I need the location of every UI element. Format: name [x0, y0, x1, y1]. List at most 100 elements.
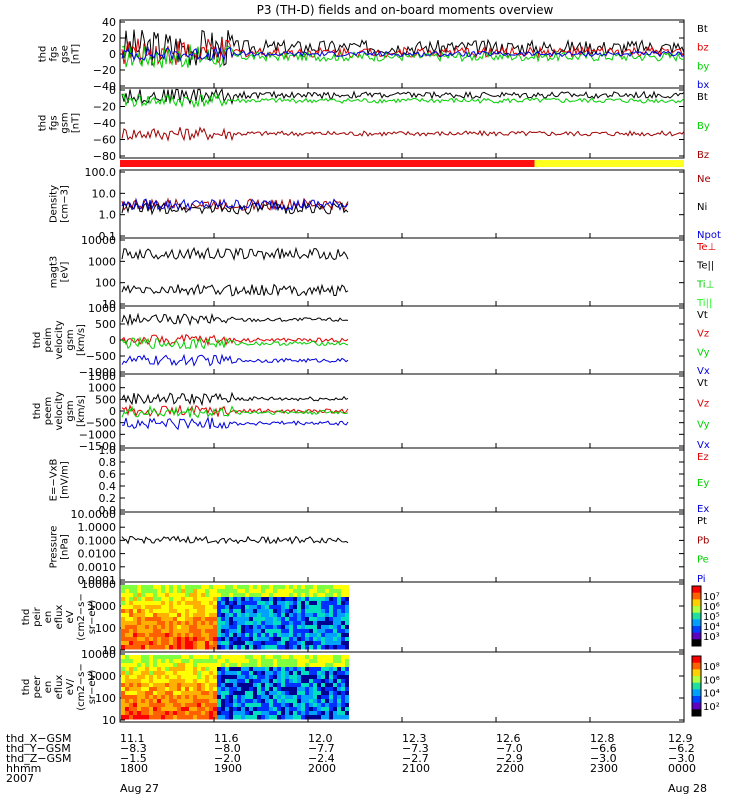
- heatmap-cell: [157, 715, 161, 720]
- heatmap-cell: [153, 585, 157, 590]
- heatmap-cell: [337, 593, 341, 598]
- heatmap-cell: [257, 699, 261, 704]
- heatmap-cell: [149, 711, 153, 716]
- heatmap-cell: [169, 601, 173, 606]
- heatmap-cell: [245, 675, 249, 680]
- heatmap-cell: [225, 609, 229, 614]
- heatmap-cell: [289, 707, 293, 712]
- heatmap-cell: [149, 629, 153, 634]
- heatmap-cell: [193, 699, 197, 704]
- heatmap-cell: [309, 683, 313, 688]
- heatmap-cell: [217, 687, 221, 692]
- y-axis-label-line: [eV]: [60, 262, 71, 283]
- heatmap-cell: [337, 637, 341, 642]
- heatmap-cell: [241, 589, 245, 594]
- heatmap-cell: [233, 707, 237, 712]
- heatmap-cell: [305, 597, 309, 602]
- heatmap-cell: [297, 715, 301, 720]
- heatmap-cell: [185, 659, 189, 664]
- heatmap-cell: [149, 621, 153, 626]
- heatmap-cell: [221, 663, 225, 668]
- heatmap-cell: [309, 659, 313, 664]
- heatmap-cell: [285, 633, 289, 638]
- y-axis-label-line: sr−eV): [87, 670, 98, 705]
- heatmap-cell: [189, 703, 193, 708]
- heatmap-cell: [125, 655, 129, 660]
- heatmap-cell: [141, 711, 145, 716]
- heatmap-cell: [345, 687, 349, 692]
- legend-by: by: [697, 61, 709, 72]
- colorbar-segment: [692, 626, 701, 634]
- heatmap-cell: [233, 703, 237, 708]
- heatmap-cell: [249, 683, 253, 688]
- x-tick-value: −7.7: [308, 742, 335, 755]
- heatmap-cell: [253, 633, 257, 638]
- heatmap-cell: [229, 655, 233, 660]
- heatmap-cell: [201, 629, 205, 634]
- heatmap-cell: [165, 617, 169, 622]
- heatmap-cell: [261, 589, 265, 594]
- heatmap-cell: [137, 707, 141, 712]
- heatmap-cell: [153, 699, 157, 704]
- heatmap-cell: [281, 637, 285, 642]
- heatmap-cell: [233, 671, 237, 676]
- heatmap-cell: [285, 593, 289, 598]
- heatmap-cell: [189, 601, 193, 606]
- y-tick-label: 0.1: [99, 230, 117, 243]
- heatmap-cell: [345, 617, 349, 622]
- heatmap-cell: [337, 691, 341, 696]
- heatmap-cell: [297, 589, 301, 594]
- heatmap-cell: [301, 687, 305, 692]
- heatmap-cell: [309, 609, 313, 614]
- heatmap-cell: [301, 671, 305, 676]
- heatmap-cell: [281, 707, 285, 712]
- heatmap-cell: [193, 691, 197, 696]
- heatmap-cell: [201, 679, 205, 684]
- heatmap-cell: [217, 667, 221, 672]
- heatmap-cell: [213, 675, 217, 680]
- heatmap-cell: [209, 703, 213, 708]
- heatmap-cell: [313, 597, 317, 602]
- heatmap-cell: [225, 711, 229, 716]
- heatmap-cell: [129, 609, 133, 614]
- heatmap-cell: [133, 667, 137, 672]
- heatmap-cell: [233, 617, 237, 622]
- heatmap-cell: [325, 683, 329, 688]
- y-axis-label-line: en: [43, 611, 54, 624]
- heatmap-cell: [293, 621, 297, 626]
- heatmap-cell: [265, 617, 269, 622]
- heatmap-cell: [253, 683, 257, 688]
- heatmap-cell: [233, 659, 237, 664]
- heatmap-cell: [145, 715, 149, 720]
- heatmap-cell: [325, 707, 329, 712]
- y-axis-label-line: gsm: [65, 329, 76, 350]
- heatmap-cell: [333, 671, 337, 676]
- heatmap-cell: [181, 617, 185, 622]
- heatmap-cell: [225, 699, 229, 704]
- heatmap-cell: [189, 589, 193, 594]
- heatmap-cell: [229, 593, 233, 598]
- heatmap-cell: [137, 695, 141, 700]
- heatmap-cell: [305, 671, 309, 676]
- heatmap-cell: [333, 683, 337, 688]
- heatmap-cell: [309, 629, 313, 634]
- heatmap-cell: [313, 617, 317, 622]
- heatmap-cell: [337, 683, 341, 688]
- heatmap-cell: [293, 679, 297, 684]
- heatmap-cell: [273, 683, 277, 688]
- panel-frame: [119, 447, 685, 513]
- heatmap-cell: [317, 659, 321, 664]
- x-tick-value: 12.6: [496, 732, 521, 745]
- y-tick-label: 100: [95, 692, 116, 705]
- x-row-label: thd_Z−GSM: [6, 752, 72, 765]
- y-axis-label-line: thd: [32, 332, 43, 349]
- heatmap-cell: [217, 641, 221, 646]
- heatmap-cell: [305, 613, 309, 618]
- colorbar-segment: [692, 612, 701, 620]
- heatmap-cell: [201, 625, 205, 630]
- heatmap-cell: [277, 633, 281, 638]
- heatmap-cell: [333, 695, 337, 700]
- heatmap-cell: [181, 621, 185, 626]
- heatmap-cell: [321, 597, 325, 602]
- y-tick-label: 1500: [88, 370, 116, 383]
